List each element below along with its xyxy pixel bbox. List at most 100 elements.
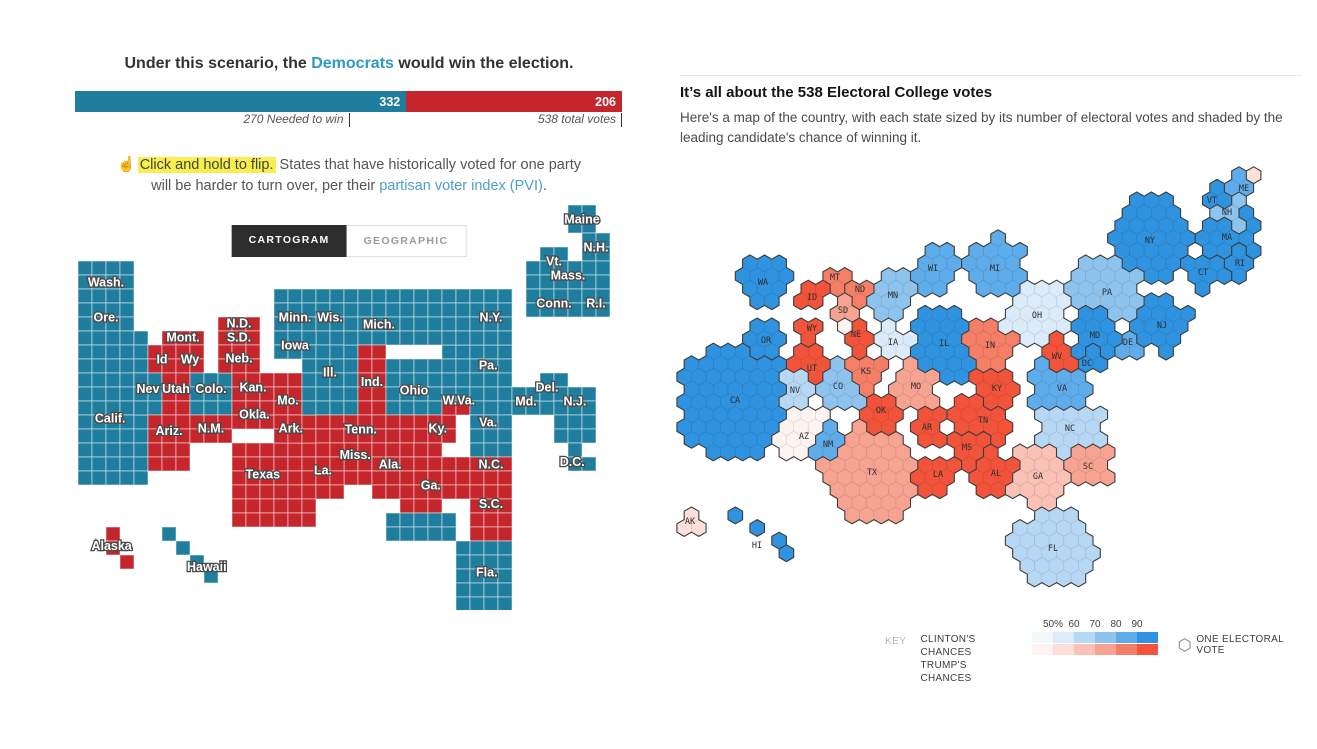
hex-state-MN[interactable]	[866, 267, 919, 323]
hex-state-IA[interactable]	[873, 317, 919, 361]
hex-state-OK[interactable]	[859, 393, 904, 437]
state-AK[interactable]	[105, 526, 135, 570]
state-SC[interactable]	[469, 498, 513, 542]
hex-state-IN[interactable]	[961, 317, 1021, 374]
state-label-CT: Conn.	[536, 297, 571, 311]
hex-state-WY[interactable]	[793, 317, 824, 348]
state-MT[interactable]	[161, 330, 205, 346]
state-VA[interactable]	[469, 400, 513, 458]
state-GA[interactable]	[399, 442, 443, 514]
state-KY[interactable]	[413, 414, 457, 444]
hex-state-AR[interactable]	[910, 405, 948, 449]
state-AZ[interactable]	[147, 414, 191, 472]
clinton-scale-swatch	[1074, 632, 1095, 643]
hex-state-TX[interactable]	[815, 418, 919, 525]
hex-state-MO[interactable]	[888, 355, 941, 411]
state-NC[interactable]	[441, 456, 513, 500]
state-ID[interactable]	[147, 344, 177, 374]
hex-state-NY[interactable]	[1107, 191, 1196, 285]
state-label-NY: N.Y.	[480, 311, 503, 325]
state-NJ[interactable]	[553, 386, 597, 444]
state-MO[interactable]	[259, 372, 303, 416]
state-label-IA: Iowa	[281, 339, 310, 353]
hex-state-LA[interactable]	[910, 456, 962, 500]
hex-state-VT[interactable]	[1202, 178, 1233, 210]
state-AL[interactable]	[371, 442, 401, 500]
state-UT[interactable]	[161, 372, 191, 416]
state-MI[interactable]	[343, 288, 401, 346]
state-ME[interactable]	[567, 204, 597, 234]
hex-state-TN[interactable]	[946, 393, 1014, 449]
tab-cartogram[interactable]: CARTOGRAM	[231, 225, 347, 257]
state-HI[interactable]	[161, 526, 219, 584]
hex-state-ID[interactable]	[793, 279, 831, 311]
hex-state-IL[interactable]	[910, 304, 977, 386]
hex-state-KS[interactable]	[844, 355, 889, 399]
hexagon-icon	[1178, 638, 1191, 652]
state-IL[interactable]	[301, 344, 359, 416]
hex-state-SC[interactable]	[1063, 443, 1116, 487]
state-WI[interactable]	[315, 288, 345, 346]
state-IN[interactable]	[357, 344, 387, 416]
state-label-RI: R.I.	[586, 297, 605, 311]
hex-state-label-TN: TN	[978, 416, 988, 426]
hex-state-MA[interactable]	[1194, 204, 1262, 260]
hex-state-label-AK: AK	[685, 517, 696, 527]
state-NH[interactable]	[581, 232, 611, 262]
hex-state-DE[interactable]	[1114, 330, 1145, 361]
hex-state-label-NH: NH	[1222, 208, 1232, 218]
state-CA[interactable]	[77, 330, 149, 486]
state-label-MA: Mass.	[551, 269, 586, 283]
hex-state-AL[interactable]	[968, 443, 1021, 500]
pvi-link[interactable]: partisan voter index (PVI)	[379, 177, 543, 194]
state-label-OK: Okla.	[239, 407, 270, 421]
state-DC[interactable]	[567, 442, 597, 472]
state-TN[interactable]	[315, 414, 415, 444]
state-PA[interactable]	[441, 344, 513, 402]
hex-state-VA[interactable]	[1026, 355, 1094, 411]
state-OR[interactable]	[77, 302, 135, 332]
state-WA[interactable]	[77, 260, 135, 304]
hex-state-UT[interactable]	[786, 342, 831, 386]
hex-state-OR[interactable]	[742, 317, 787, 361]
hexmap-description: Here's a map of the country, with each s…	[680, 110, 1283, 146]
hex-state-NE[interactable]	[844, 317, 875, 361]
state-NY[interactable]	[399, 288, 513, 346]
state-WY[interactable]	[175, 344, 205, 374]
hex-state-CA[interactable]	[676, 342, 787, 462]
state-NM[interactable]	[189, 414, 233, 444]
hex-state-NC[interactable]	[1034, 405, 1108, 462]
hex-state-ND[interactable]	[844, 279, 875, 311]
state-TX[interactable]	[231, 442, 317, 528]
state-AR[interactable]	[273, 414, 317, 444]
state-ND[interactable]	[217, 316, 261, 332]
pointer-hand-icon: ☝	[117, 156, 136, 173]
state-LA[interactable]	[315, 442, 345, 500]
hex-state-NV[interactable]	[778, 367, 816, 411]
hex-state-OH[interactable]	[997, 279, 1072, 348]
state-label-NJ: N.J.	[564, 395, 587, 409]
hex-state-NM[interactable]	[807, 418, 846, 462]
hex-state-MI[interactable]	[961, 229, 1028, 298]
cartogram-map[interactable]: Maine N.H. Vt.Mass. Conn. R.I. Wash. Ore. Calif…	[60, 195, 640, 610]
state-label-KY: Ky.	[429, 421, 448, 435]
state-NE[interactable]	[217, 344, 261, 374]
state-MN[interactable]	[273, 288, 317, 332]
hex-map[interactable]: WA OR CA NV ID MT WY UT CO AZ NM ND SD NE KS OK TX MN IA MO…	[655, 150, 1300, 630]
state-OH[interactable]	[385, 358, 443, 416]
state-OK[interactable]	[231, 400, 275, 430]
hex-state-label-IL: IL	[939, 339, 949, 349]
hex-state-RI[interactable]	[1224, 241, 1254, 285]
tab-geographic[interactable]: GEOGRAPHIC	[346, 225, 467, 257]
hex-state-WA[interactable]	[734, 254, 795, 311]
hex-state-label-NJ: NJ	[1157, 321, 1167, 331]
section-divider	[680, 75, 1302, 76]
state-CT[interactable]	[525, 288, 583, 318]
key-row-labels: CLINTON'S CHANCES TRUMP'S CHANCES	[921, 633, 1018, 685]
state-RI[interactable]	[581, 288, 611, 318]
hex-state-label-MA: MA	[1222, 233, 1232, 243]
state-MA[interactable]	[525, 260, 611, 290]
state-NV[interactable]	[133, 372, 163, 416]
hex-state-FL[interactable]	[1005, 506, 1101, 588]
state-FL[interactable]	[385, 512, 513, 610]
